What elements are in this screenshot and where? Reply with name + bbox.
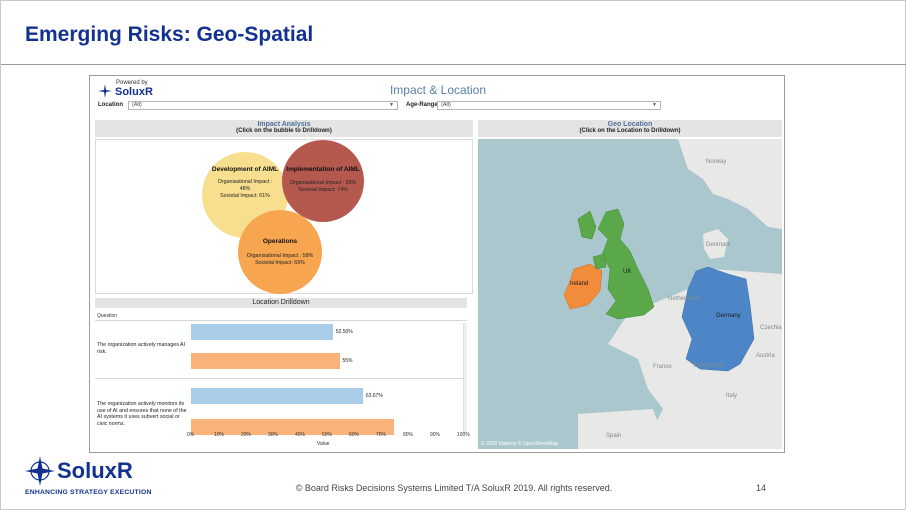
bubble-line: Societal Impact: 74%: [298, 187, 348, 193]
dashboard-screenshot: Powered by SoluxR Impact & Location Loca…: [89, 75, 785, 453]
bubble-title: Implementation of AIML: [286, 166, 360, 173]
row-divider: [95, 320, 467, 321]
x-tick-label: 90%: [430, 432, 441, 438]
chevron-down-icon: ▼: [652, 102, 657, 108]
location-drilldown-chart: Question The organization actively manag…: [95, 309, 470, 452]
copyright-notice: © Board Risks Decisions Systems Limited …: [295, 483, 613, 493]
x-tick-label: 30%: [268, 432, 279, 438]
map-label-denmark: Denmark: [706, 242, 731, 248]
bubble-title: Operations: [262, 238, 298, 245]
bar-q1-series1[interactable]: [191, 324, 333, 340]
bubble-line: 48%: [239, 186, 251, 192]
region-uk[interactable]: [597, 208, 655, 320]
bar-q2-series2[interactable]: [191, 419, 394, 435]
chevron-down-icon: ▼: [389, 102, 394, 108]
x-tick-label: 10%: [214, 432, 225, 438]
question-text: The organization actively manages AI ris…: [97, 342, 186, 355]
map-label-czechia: Czechia: [760, 325, 782, 331]
map-canvas: [563, 139, 782, 449]
x-tick-label: 70%: [376, 432, 387, 438]
bubble-title: Development of AIML: [211, 166, 279, 173]
x-tick-label: 100%: [457, 432, 470, 438]
row-divider: [95, 378, 467, 379]
region-germany[interactable]: [681, 266, 755, 372]
impact-bubble-chart: Development of AIML Organisational Impac…: [95, 139, 473, 294]
footer-logo: SoluxR ENHANCING STRATEGY EXECUTION: [25, 456, 165, 500]
compass-star-icon: [25, 456, 55, 486]
vertical-scrollbar[interactable]: [463, 323, 467, 433]
location-drilldown-header: Location Drilldown: [95, 298, 467, 308]
bubble-line: Societal Impact: 65%: [255, 260, 305, 266]
bar-q1-series2[interactable]: [191, 353, 340, 369]
x-tick-label: 20%: [241, 432, 252, 438]
bubble-line: Societal Impact: 61%: [220, 193, 270, 199]
bubble-operations[interactable]: Operations Organisational Impact : 58% S…: [238, 210, 322, 294]
map-label-netherlands: Netherlands: [668, 296, 701, 302]
x-tick-label: 40%: [295, 432, 306, 438]
geo-location-subtitle: (Click on the Location to Drilldown): [579, 128, 681, 134]
map-label-italy: Italy: [726, 393, 738, 399]
x-tick-label: 60%: [349, 432, 360, 438]
x-tick-label: 50%: [322, 432, 333, 438]
impact-analysis-title: Impact Analysis: [257, 121, 311, 128]
map-label-norway: Norway: [706, 159, 727, 165]
dashboard-title: Impact & Location: [389, 83, 487, 97]
bubble-implementation-of-aiml[interactable]: Implementation of AIML Organisational Im…: [282, 140, 364, 222]
footer-brand: SoluxR: [57, 458, 133, 483]
question-text: The organization actively monitors its u…: [97, 401, 187, 427]
land-denmark: [703, 229, 728, 259]
bubble-line: Organisational Impact : 58%: [246, 253, 314, 259]
bar-value-label: 63.67%: [365, 393, 383, 399]
map-label-ireland: Ireland: [570, 281, 589, 287]
bar-value-label: 52.50%: [335, 329, 353, 335]
title-divider: [1, 64, 906, 65]
dashboard-logo: Powered by SoluxR: [96, 80, 156, 100]
page-number: 14: [756, 483, 767, 493]
map-label-uk: UK: [623, 269, 632, 275]
dashboard-brand: SoluxR: [115, 86, 153, 98]
powered-by-label: Powered by: [116, 80, 148, 86]
map-label-switzerland: Switzerland: [693, 363, 725, 369]
age-filter-label: Age-Range: [406, 102, 438, 108]
region-northern-ireland[interactable]: [592, 253, 607, 270]
location-filter-label: Location: [98, 102, 123, 108]
footer-tagline: ENHANCING STRATEGY EXECUTION: [25, 489, 152, 496]
x-tick-label: 80%: [403, 432, 414, 438]
geo-map[interactable]: Norway Denmark UK Ireland Netherlands Ge…: [478, 139, 782, 449]
map-label-spain: Spain: [606, 433, 622, 439]
map-label-france: France: [653, 364, 672, 370]
land-iberia: [578, 409, 668, 449]
question-column-header: Question: [97, 313, 118, 319]
x-axis-label: Value: [317, 441, 330, 447]
region-ireland[interactable]: [563, 263, 603, 310]
age-range-filter-select[interactable]: (All) ▼: [437, 101, 661, 110]
map-label-austria: Austria: [756, 353, 775, 359]
map-attribution: © 2020 Mapbox © OpenStreetMap: [481, 441, 559, 447]
geo-location-header: Geo Location (Click on the Location to D…: [478, 120, 782, 137]
region-uk-scotland-west[interactable]: [577, 210, 597, 240]
bubble-line: Organisational Impact :: [217, 179, 273, 185]
x-tick-label: 0%: [187, 432, 195, 438]
map-label-germany: Germany: [716, 313, 741, 319]
land-norway: [678, 139, 782, 229]
bar-q2-series1[interactable]: [191, 388, 363, 404]
geo-location-title: Geo Location: [607, 121, 653, 128]
location-filter-select[interactable]: (All) ▼: [128, 101, 398, 110]
slide-title: Emerging Risks: Geo-Spatial: [25, 23, 314, 46]
compass-star-icon: [98, 84, 112, 98]
bar-value-label: 55%: [342, 358, 353, 364]
impact-analysis-header: Impact Analysis (Click on the bubble to …: [95, 120, 473, 137]
age-filter-value: (All): [441, 102, 451, 108]
impact-analysis-subtitle: (Click on the bubble to Drilldown): [236, 128, 332, 134]
location-filter-value: (All): [132, 102, 142, 108]
bubble-line: Organisational Impact : 55%: [289, 180, 357, 186]
